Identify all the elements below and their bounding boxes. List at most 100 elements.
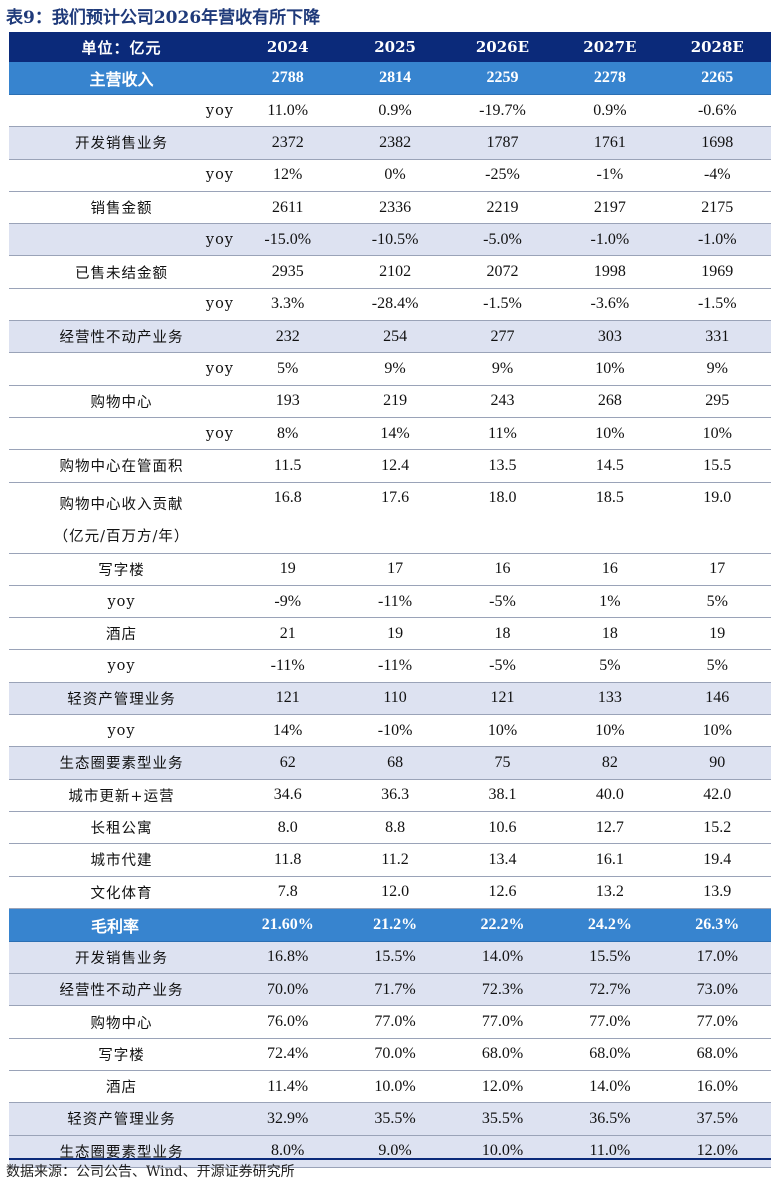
table-cell: 73.0%: [663, 973, 771, 1007]
table-cell: 18: [448, 617, 557, 651]
table-cell: 76.0%: [234, 1005, 342, 1039]
table-cell: 72.3%: [448, 973, 557, 1007]
table-row-yoy: yoy 12% 0% -25% -1% -4%: [9, 159, 771, 192]
table-cell: 70.0%: [341, 1038, 449, 1072]
table-cell: -5.0%: [448, 223, 557, 257]
table-cell: 1969: [663, 255, 771, 289]
table-cell: 331: [663, 320, 771, 354]
table-cell: 24.2%: [556, 908, 664, 942]
table-cell: 2072: [448, 255, 557, 289]
row-label: 已售未结金额: [9, 255, 234, 289]
row-label: 写字楼: [9, 1038, 234, 1072]
table-row: 生态圈要素型业务 8.0% 9.0% 10.0% 11.0% 12.0%: [9, 1135, 771, 1168]
table-cell: -5%: [448, 649, 557, 683]
table-cell: -1.5%: [448, 288, 557, 322]
row-label: 购物中心: [9, 385, 234, 418]
table-cell: 8%: [234, 417, 342, 451]
table-cell: -1.5%: [663, 288, 771, 322]
table-cell: 0%: [341, 159, 449, 192]
row-label: yoy: [9, 585, 234, 619]
row-label: 轻资产管理业务: [9, 1102, 234, 1136]
table-cell: 146: [663, 682, 771, 716]
table-cell: 11.4%: [234, 1070, 342, 1104]
table-cell: 243: [448, 385, 557, 418]
table-cell: -0.6%: [663, 94, 771, 128]
row-label: yoy: [9, 352, 234, 386]
table-cell: 11.0%: [234, 94, 342, 128]
table-cell: 18: [556, 617, 664, 651]
table-cell: 34.6: [234, 779, 342, 812]
table-cell: 2814: [341, 62, 449, 95]
table-cell: 15.5%: [341, 941, 449, 975]
table-cell: 68.0%: [556, 1038, 664, 1072]
data-source-note: 数据来源：公司公告、Wind、开源证券研究所: [6, 1164, 295, 1180]
row-label: 长租公寓: [9, 811, 234, 845]
table-row-yoy: yoy 14% -10% 10% 10% 10%: [9, 714, 771, 748]
row-label: 销售金额: [9, 191, 234, 225]
table-cell: -11%: [234, 649, 342, 683]
table-cell: 110: [341, 682, 449, 716]
table-cell: -25%: [448, 159, 557, 192]
row-label: 写字楼: [9, 553, 234, 586]
table-row: 轻资产管理业务 32.9% 35.5% 35.5% 36.5% 37.5%: [9, 1102, 771, 1136]
table-cell: 14.5: [556, 449, 664, 483]
table-cell: 17.0%: [663, 941, 771, 975]
table-cell: 12.7: [556, 811, 664, 845]
row-label: 轻资产管理业务: [9, 682, 234, 716]
table-cell: 77.0%: [341, 1005, 449, 1039]
row-label: 经营性不动产业务: [9, 320, 234, 354]
table-cell: 10%: [556, 714, 664, 748]
table-cell: -10.5%: [341, 223, 449, 257]
row-label: 主营收入: [9, 62, 234, 95]
table-cell: 77.0%: [556, 1005, 664, 1039]
table-cell: 9.0%: [341, 1135, 449, 1168]
header-2026e: 2026E: [448, 32, 557, 62]
row-label: 开发销售业务: [9, 126, 234, 160]
table-cell: -9%: [234, 585, 342, 619]
table-cell: 13.5: [448, 449, 557, 483]
row-label-line1: 购物中心收入贡献: [59, 496, 184, 513]
table-cell: 19: [663, 617, 771, 651]
header-2024: 2024: [234, 32, 342, 62]
table-cell: -11%: [341, 585, 449, 619]
table-cell: 7.8: [234, 876, 342, 909]
table-cell: 12.0%: [663, 1135, 771, 1168]
table-cell: 68.0%: [448, 1038, 557, 1072]
table-cell: 2382: [341, 126, 449, 160]
table-cell: 77.0%: [448, 1005, 557, 1039]
table-row: 开发销售业务 2372 2382 1787 1761 1698: [9, 126, 771, 160]
header-2027e: 2027E: [556, 32, 664, 62]
table-cell: 8.0: [234, 811, 342, 845]
table-cell: 19.0: [663, 482, 771, 554]
table-cell: 2372: [234, 126, 342, 160]
table-cell: -1.0%: [663, 223, 771, 257]
table-cell: 38.1: [448, 779, 557, 812]
row-label: 生态圈要素型业务: [9, 1135, 234, 1168]
table-row: 文化体育 7.8 12.0 12.6 13.2 13.9: [9, 876, 771, 909]
table-row: 经营性不动产业务 232 254 277 303 331: [9, 320, 771, 354]
table-row: 购物中心在管面积 11.5 12.4 13.5 14.5 15.5: [9, 449, 771, 483]
table-row: 销售金额 2611 2336 2219 2197 2175: [9, 191, 771, 225]
table-cell: 232: [234, 320, 342, 354]
table-cell: 12.6: [448, 876, 557, 909]
row-label: 购物中心: [9, 1005, 234, 1039]
table-cell: 14%: [234, 714, 342, 748]
table-cell: 254: [341, 320, 449, 354]
table-cell: 10%: [663, 417, 771, 451]
table-cell: 1698: [663, 126, 771, 160]
table-cell: 16.0%: [663, 1070, 771, 1104]
financial-forecast-table: 单位：亿元 2024 2025 2026E 2027E 2028E 主营收入 27…: [9, 32, 771, 1168]
header-2025: 2025: [341, 32, 449, 62]
table-row: 经营性不动产业务 70.0% 71.7% 72.3% 72.7% 73.0%: [9, 973, 771, 1007]
table-cell: 8.8: [341, 811, 449, 845]
table-cell: 21: [234, 617, 342, 651]
table-cell: -3.6%: [556, 288, 664, 322]
table-cell: 5%: [663, 585, 771, 619]
table-cell: 11%: [448, 417, 557, 451]
table-cell: -10%: [341, 714, 449, 748]
table-cell: 12%: [234, 159, 342, 192]
row-label: 购物中心收入贡献 （亿元/百万方/年）: [9, 482, 234, 554]
table-cell: 1%: [556, 585, 664, 619]
table-row: 城市更新+运营 34.6 36.3 38.1 40.0 42.0: [9, 779, 771, 812]
table-cell: 11.2: [341, 843, 449, 877]
